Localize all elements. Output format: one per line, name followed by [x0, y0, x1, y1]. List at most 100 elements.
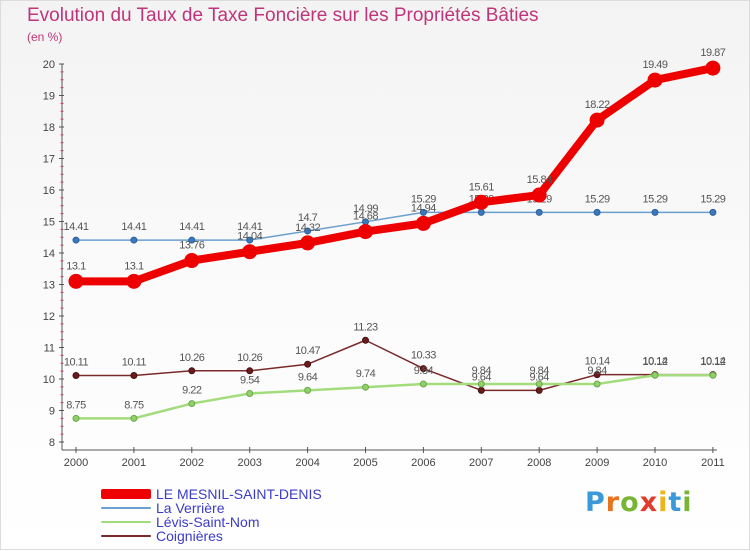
data-label-la-verriere: 14.99	[353, 203, 378, 215]
y-tick-label: 11	[44, 343, 55, 355]
x-tick-label: 2001	[122, 457, 146, 469]
x-tick-label: 2003	[237, 457, 261, 469]
y-tick-label: 14	[43, 248, 55, 260]
data-label-la-verriere: 14.41	[121, 221, 146, 233]
y-tick-label: 20	[43, 59, 55, 71]
chart-title: Evolution du Taux de Taxe Foncière sur l…	[27, 5, 539, 26]
data-label-coignieres: 10.47	[295, 345, 320, 357]
data-label-la-verriere: 15.29	[700, 193, 725, 205]
data-label-levis-saint-nom: 9.84	[587, 365, 607, 377]
legend-swatch	[101, 535, 151, 537]
y-tick-label: 16	[43, 185, 55, 197]
data-point-coignieres	[419, 365, 427, 373]
data-point-levis-saint-nom	[130, 414, 138, 422]
data-label-coignieres: 10.14	[642, 356, 667, 368]
data-point-levis-saint-nom	[246, 389, 254, 397]
data-label-la-verriere: 15.29	[642, 193, 667, 205]
data-label-la-verriere: 15.29	[411, 193, 436, 205]
data-point-la-verriere	[188, 236, 196, 244]
data-point-la-verriere	[535, 208, 543, 216]
data-label-levis-saint-nom: 10.12	[700, 356, 725, 368]
data-point-la-verriere	[651, 208, 659, 216]
data-point-levis-saint-nom	[419, 380, 427, 388]
data-point-coignieres	[535, 386, 543, 394]
data-point-le-mesnil-saint-denis	[473, 194, 489, 210]
logo-letter: i	[682, 487, 693, 518]
data-label-levis-saint-nom: 9.84	[414, 365, 434, 377]
y-tick-label: 8	[49, 437, 55, 449]
data-point-le-mesnil-saint-denis	[184, 253, 200, 269]
data-label-le-mesnil-saint-denis: 14.68	[353, 211, 378, 223]
data-point-la-verriere	[304, 227, 312, 235]
data-label-le-mesnil-saint-denis: 13.76	[179, 240, 204, 252]
x-tick-label: 2009	[585, 457, 609, 469]
logo-letter: x	[639, 487, 659, 518]
data-label-le-mesnil-saint-denis: 15.84	[527, 174, 552, 186]
x-tick-label: 2002	[180, 457, 204, 469]
data-point-coignieres	[593, 371, 601, 379]
logo-letter: t	[668, 487, 683, 518]
logo-letter: o	[620, 487, 640, 518]
data-label-coignieres: 10.11	[122, 357, 147, 369]
data-label-le-mesnil-saint-denis: 14.04	[237, 231, 262, 243]
data-label-coignieres: 10.14	[700, 356, 725, 368]
data-label-le-mesnil-saint-denis: 18.22	[585, 99, 610, 111]
data-point-la-verriere	[130, 236, 138, 244]
series-line-levis-saint-nom	[74, 373, 715, 420]
y-tick-label: 9	[49, 406, 55, 418]
data-point-coignieres	[130, 372, 138, 380]
data-label-la-verriere: 15.29	[585, 193, 610, 205]
data-label-le-mesnil-saint-denis: 19.87	[700, 47, 725, 59]
legend-label: Coignières	[156, 528, 223, 544]
proxiti-logo: Proxiti	[585, 487, 693, 518]
data-label-coignieres: 10.33	[411, 350, 436, 362]
data-point-levis-saint-nom	[188, 400, 196, 408]
data-label-coignieres: 9.64	[529, 371, 549, 383]
data-point-coignieres	[246, 367, 254, 375]
data-point-le-mesnil-saint-denis	[589, 112, 605, 128]
y-tick-label: 13	[43, 280, 55, 292]
data-point-coignieres	[304, 360, 312, 368]
x-tick-label: 2008	[527, 457, 551, 469]
data-point-levis-saint-nom	[593, 380, 601, 388]
data-point-la-verriere	[709, 208, 717, 216]
data-point-le-mesnil-saint-denis	[415, 215, 431, 231]
logo-letter: P	[585, 487, 606, 518]
legend-swatch	[101, 489, 151, 499]
data-point-coignieres	[362, 336, 369, 344]
data-point-coignieres	[188, 367, 196, 375]
x-tick-label: 2004	[295, 457, 319, 469]
data-label-coignieres: 11.23	[353, 321, 378, 333]
data-label-le-mesnil-saint-denis: 13.1	[124, 260, 144, 272]
data-point-la-verriere	[72, 236, 80, 244]
data-point-levis-saint-nom	[362, 383, 369, 391]
data-label-levis-saint-nom: 9.54	[240, 374, 260, 386]
data-label-levis-saint-nom: 9.74	[356, 368, 376, 380]
y-tick-label: 18	[43, 122, 55, 134]
data-point-le-mesnil-saint-denis	[705, 60, 721, 76]
x-tick-label: 2006	[411, 457, 435, 469]
legend-swatch	[101, 521, 151, 523]
data-label-levis-saint-nom: 9.84	[472, 365, 492, 377]
data-point-le-mesnil-saint-denis	[647, 72, 663, 88]
data-label-coignieres: 9.64	[472, 371, 492, 383]
data-label-levis-saint-nom: 9.64	[298, 371, 318, 383]
data-label-coignieres: 10.11	[64, 357, 89, 369]
data-point-la-verriere	[593, 208, 601, 216]
data-label-la-verriere: 14.41	[237, 221, 262, 233]
data-label-coignieres: 10.26	[237, 352, 262, 364]
data-label-le-mesnil-saint-denis: 19.49	[642, 59, 667, 71]
data-label-levis-saint-nom: 8.75	[66, 399, 86, 411]
logo-letter: i	[658, 487, 669, 518]
legend-swatch	[101, 507, 151, 509]
data-label-le-mesnil-saint-denis: 15.61	[469, 181, 494, 193]
y-tick-label: 10	[43, 374, 55, 386]
x-tick-label: 2000	[64, 457, 88, 469]
legend-label: Lévis-Saint-Nom	[156, 514, 260, 530]
data-point-la-verriere	[419, 208, 427, 216]
x-tick-label: 2011	[701, 457, 725, 469]
series-line-le-mesnil-saint-denis	[72, 64, 717, 286]
legend-label: LE MESNIL-SAINT-DENIS	[156, 486, 322, 502]
y-tick-label: 12	[43, 311, 55, 323]
